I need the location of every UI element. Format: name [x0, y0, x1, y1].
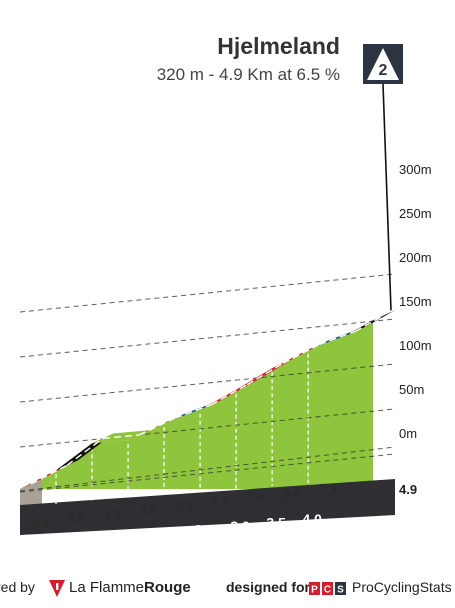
elevation-tick-label: 150m: [399, 294, 432, 309]
km-label: 0.5: [50, 535, 70, 551]
center-dash: [354, 314, 385, 332]
elevation-tick-label: 300m: [399, 162, 432, 177]
km-label: 3.5: [266, 515, 286, 531]
center-dash: [138, 417, 176, 436]
gradient-label: 7.3: [212, 495, 229, 509]
category-badge-number: 2: [379, 62, 388, 79]
km-label: 4.0: [302, 511, 322, 527]
elevation-tick-label: 50m: [399, 382, 424, 397]
gradient-label: 7.3: [320, 482, 337, 496]
flame-logo-icon: [49, 580, 65, 597]
center-dash: [318, 330, 356, 346]
profile-area: [20, 320, 373, 489]
powered-by-text: red by: [0, 579, 35, 595]
elevation-gridline: [19, 273, 396, 313]
la-flamme-rouge-brand: La FlammeRouge: [69, 579, 191, 596]
distance-end-label: 4.9: [399, 482, 417, 497]
climb-subtitle: 320 m - 4.9 Km at 6.5 %: [156, 65, 340, 84]
gradient-label: 6.2: [140, 503, 157, 517]
center-dash: [282, 343, 320, 364]
center-dash: [174, 404, 212, 419]
profile-strip: [92, 430, 151, 444]
gradient-label: 6.8: [284, 486, 301, 500]
km-label: 1.5: [122, 528, 142, 544]
elevation-tick-label: 0m: [399, 426, 417, 441]
summit-marker-line: [382, 83, 392, 311]
pcs-logo-icon: P C S: [309, 582, 346, 596]
gradient-label: 1.2: [104, 507, 121, 521]
km-label: 2.5: [194, 521, 214, 537]
category-badge: 2: [363, 44, 403, 84]
center-dash: [210, 384, 248, 406]
center-dash: [102, 434, 140, 440]
svg-text:S: S: [337, 585, 344, 596]
gradient-label: 9.8: [68, 512, 85, 526]
svg-text:C: C: [324, 585, 331, 596]
procyclingstats-text: ProCyclingStats: [352, 579, 452, 595]
elevation-tick-label: 250m: [399, 206, 432, 221]
km-label: 2.0: [158, 525, 178, 541]
elevation-tick-label: 200m: [399, 250, 432, 265]
center-dash: [246, 362, 284, 386]
km-label: 1.0: [86, 532, 106, 548]
elevation-tick-label: 100m: [399, 338, 432, 353]
designed-for-text: designed for: [226, 579, 311, 595]
center-dash: [66, 437, 104, 466]
gradient-label: 6.8: [32, 516, 49, 530]
svg-text:P: P: [311, 585, 318, 596]
gradient-label: 7.8: [248, 490, 265, 504]
center-dash: [30, 464, 68, 485]
distance-base: [20, 479, 395, 535]
gradient-label: 4.8: [176, 499, 193, 513]
climb-title: Hjelmeland: [217, 33, 340, 59]
km-label: 3.0: [230, 518, 250, 534]
